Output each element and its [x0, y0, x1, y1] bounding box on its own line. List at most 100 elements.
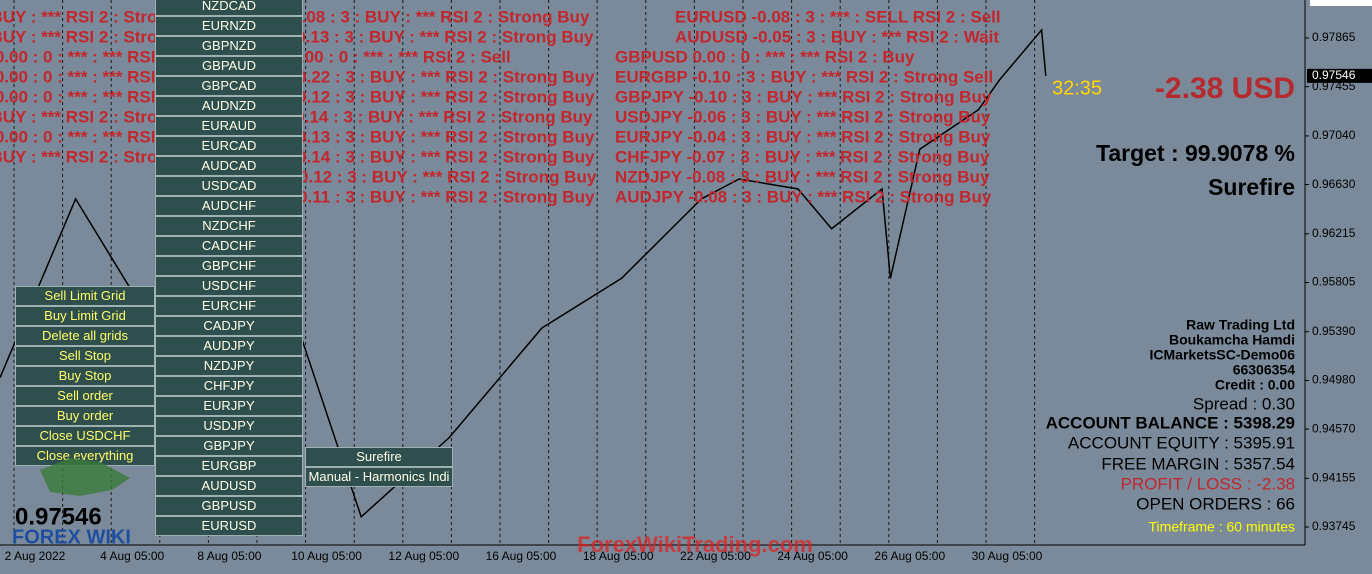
button-label[interactable]: AUDJPY: [203, 338, 255, 353]
button-bg[interactable]: [155, 276, 303, 296]
button[interactable]: Sell Limit Grid: [15, 286, 155, 306]
button-label[interactable]: AUDNZD: [202, 98, 256, 113]
button[interactable]: Manual - Harmonics Indi: [305, 467, 453, 487]
button-bg[interactable]: [155, 336, 303, 356]
button-bg[interactable]: [155, 396, 303, 416]
button-label[interactable]: NZDCAD: [202, 0, 256, 13]
button[interactable]: USDJPY: [155, 416, 303, 436]
button[interactable]: CADJPY: [155, 316, 303, 336]
button-bg[interactable]: [155, 496, 303, 516]
button[interactable]: EURJPY: [155, 396, 303, 416]
button[interactable]: NZDCHF: [155, 216, 303, 236]
button-label[interactable]: EURJPY: [203, 398, 255, 413]
button-label[interactable]: Surefire: [356, 449, 402, 464]
button[interactable]: AUDUSD: [155, 476, 303, 496]
button-label[interactable]: Buy Stop: [59, 368, 112, 383]
button-bg[interactable]: [155, 316, 303, 336]
button[interactable]: Sell order: [15, 386, 155, 406]
button[interactable]: EURCHF: [155, 296, 303, 316]
button-bg[interactable]: [155, 196, 303, 216]
button-label[interactable]: Manual - Harmonics Indi: [309, 469, 450, 484]
button-bg[interactable]: [155, 476, 303, 496]
button[interactable]: GBPCAD: [155, 76, 303, 96]
button[interactable]: GBPCHF: [155, 256, 303, 276]
button-bg[interactable]: [155, 256, 303, 276]
button[interactable]: Sell Stop: [15, 346, 155, 366]
button[interactable]: EURGBP: [155, 456, 303, 476]
button-bg[interactable]: [15, 286, 155, 306]
button-bg[interactable]: [155, 376, 303, 396]
button[interactable]: EURAUD: [155, 116, 303, 136]
button[interactable]: AUDCAD: [155, 156, 303, 176]
button[interactable]: NZDJPY: [155, 356, 303, 376]
button-bg[interactable]: [155, 76, 303, 96]
button[interactable]: GBPAUD: [155, 56, 303, 76]
button[interactable]: GBPNZD: [155, 36, 303, 56]
button-bg[interactable]: [155, 356, 303, 376]
button-bg[interactable]: [155, 16, 303, 36]
button-label[interactable]: GBPCHF: [202, 258, 256, 273]
button-label[interactable]: GBPCAD: [202, 78, 257, 93]
button-label[interactable]: NZDJPY: [204, 358, 255, 373]
button-bg[interactable]: [155, 236, 303, 256]
button-label[interactable]: USDCAD: [202, 178, 257, 193]
button-bg[interactable]: [305, 467, 453, 487]
button-bg[interactable]: [155, 0, 303, 16]
button-label[interactable]: Delete all grids: [42, 328, 128, 343]
button-bg[interactable]: [15, 326, 155, 346]
button-label[interactable]: GBPAUD: [202, 58, 256, 73]
button-label[interactable]: USDCHF: [202, 278, 256, 293]
button-label[interactable]: CHFJPY: [204, 378, 255, 393]
button[interactable]: Close everything: [15, 446, 155, 466]
button-label[interactable]: NZDCHF: [202, 218, 255, 233]
button-bg[interactable]: [15, 366, 155, 386]
button-bg[interactable]: [155, 156, 303, 176]
button-label[interactable]: Sell Limit Grid: [45, 288, 126, 303]
button-label[interactable]: AUDUSD: [202, 478, 257, 493]
button[interactable]: EURNZD: [155, 16, 303, 36]
button[interactable]: AUDJPY: [155, 336, 303, 356]
button-bg[interactable]: [155, 56, 303, 76]
button-label[interactable]: Buy order: [57, 408, 114, 423]
button-label[interactable]: EURGBP: [202, 458, 257, 473]
button[interactable]: Surefire: [305, 447, 453, 467]
button[interactable]: Delete all grids: [15, 326, 155, 346]
button-bg[interactable]: [305, 447, 453, 467]
button[interactable]: USDCHF: [155, 276, 303, 296]
button-label[interactable]: EURNZD: [202, 18, 256, 33]
button-bg[interactable]: [155, 456, 303, 476]
button-bg[interactable]: [155, 296, 303, 316]
button-bg[interactable]: [15, 426, 155, 446]
button-bg[interactable]: [15, 346, 155, 366]
button-bg[interactable]: [15, 306, 155, 326]
button-bg[interactable]: [15, 386, 155, 406]
button[interactable]: CHFJPY: [155, 376, 303, 396]
button-bg[interactable]: [155, 136, 303, 156]
button-bg[interactable]: [155, 176, 303, 196]
button-label[interactable]: Sell order: [57, 388, 113, 403]
button[interactable]: Buy order: [15, 406, 155, 426]
button-label[interactable]: CADJPY: [203, 318, 255, 333]
button-bg[interactable]: [155, 516, 303, 536]
button-label[interactable]: EURCHF: [202, 298, 256, 313]
button-label[interactable]: EURUSD: [202, 518, 257, 533]
button-label[interactable]: GBPJPY: [203, 438, 255, 453]
button-bg[interactable]: [155, 416, 303, 436]
button-label[interactable]: AUDCAD: [202, 158, 257, 173]
button-bg[interactable]: [155, 436, 303, 456]
button-label[interactable]: Close USDCHF: [39, 428, 130, 443]
button-label[interactable]: Sell Stop: [59, 348, 111, 363]
button-label[interactable]: GBPNZD: [202, 38, 256, 53]
button-bg[interactable]: [155, 116, 303, 136]
button-label[interactable]: EURCAD: [202, 138, 257, 153]
button[interactable]: USDCAD: [155, 176, 303, 196]
button[interactable]: GBPUSD: [155, 496, 303, 516]
button[interactable]: GBPJPY: [155, 436, 303, 456]
button-label[interactable]: CADCHF: [202, 238, 256, 253]
button-label[interactable]: EURAUD: [202, 118, 257, 133]
button[interactable]: Close USDCHF: [15, 426, 155, 446]
button-bg[interactable]: [155, 96, 303, 116]
button[interactable]: Buy Limit Grid: [15, 306, 155, 326]
button-label[interactable]: AUDCHF: [202, 198, 256, 213]
button[interactable]: AUDCHF: [155, 196, 303, 216]
